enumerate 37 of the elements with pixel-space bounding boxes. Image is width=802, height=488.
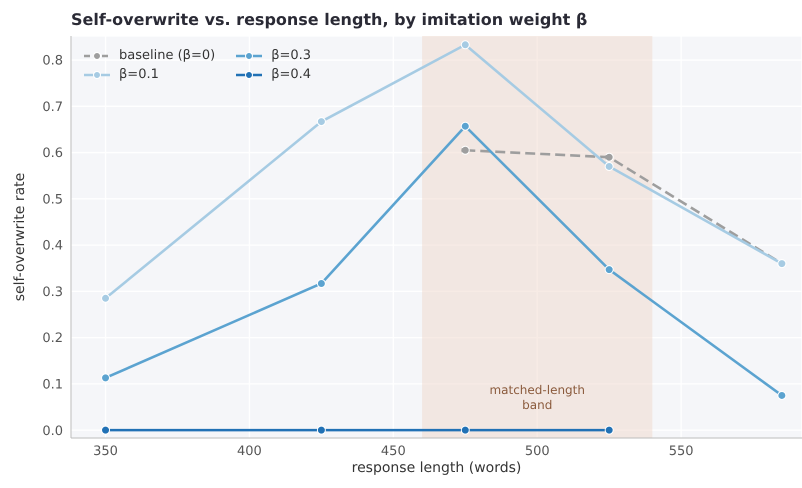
y-tick-label: 0.2 (42, 331, 63, 346)
chart-title: Self-overwrite vs. response length, by imitation weight β (71, 10, 588, 29)
y-tick-label: 0.5 (42, 192, 63, 208)
y-tick-label: 0.7 (42, 100, 63, 115)
point (460, 40, 470, 50)
y-axis-title: self-overwrite rate (12, 172, 28, 302)
x-tick-label: 500 (524, 444, 550, 460)
point (316, 426, 326, 435)
y-tick-label: 0.0 (42, 424, 63, 439)
point (101, 373, 110, 382)
point (101, 426, 110, 435)
point (460, 122, 470, 131)
y-tick-label: 0.6 (42, 146, 63, 162)
annotation: matched-length band (489, 382, 585, 412)
y-tick-label: 0.3 (42, 284, 63, 300)
point (101, 294, 110, 303)
point (604, 265, 614, 274)
point (316, 278, 326, 288)
legend-label: β=0.1 (119, 67, 159, 82)
point (316, 117, 326, 126)
legend-label: β=0.4 (271, 67, 312, 82)
point (460, 146, 470, 155)
x-tick-label: 450 (380, 444, 406, 460)
point (460, 426, 470, 435)
x-tick-label: 550 (668, 444, 694, 460)
x-axis-title: response length (words) (350, 460, 522, 476)
legend-label: baseline (β=0) (119, 48, 216, 63)
y-tick-label: 0.4 (42, 238, 63, 254)
x-tick-label: 400 (237, 444, 262, 460)
y-tick-label: 0.8 (42, 54, 63, 69)
legend-label: β=0.3 (271, 48, 312, 63)
point (604, 426, 614, 435)
point (777, 390, 786, 400)
y-tick-label: 0.1 (42, 377, 63, 392)
x-tick-label: 350 (93, 444, 118, 460)
point (604, 152, 614, 162)
point (604, 162, 614, 171)
